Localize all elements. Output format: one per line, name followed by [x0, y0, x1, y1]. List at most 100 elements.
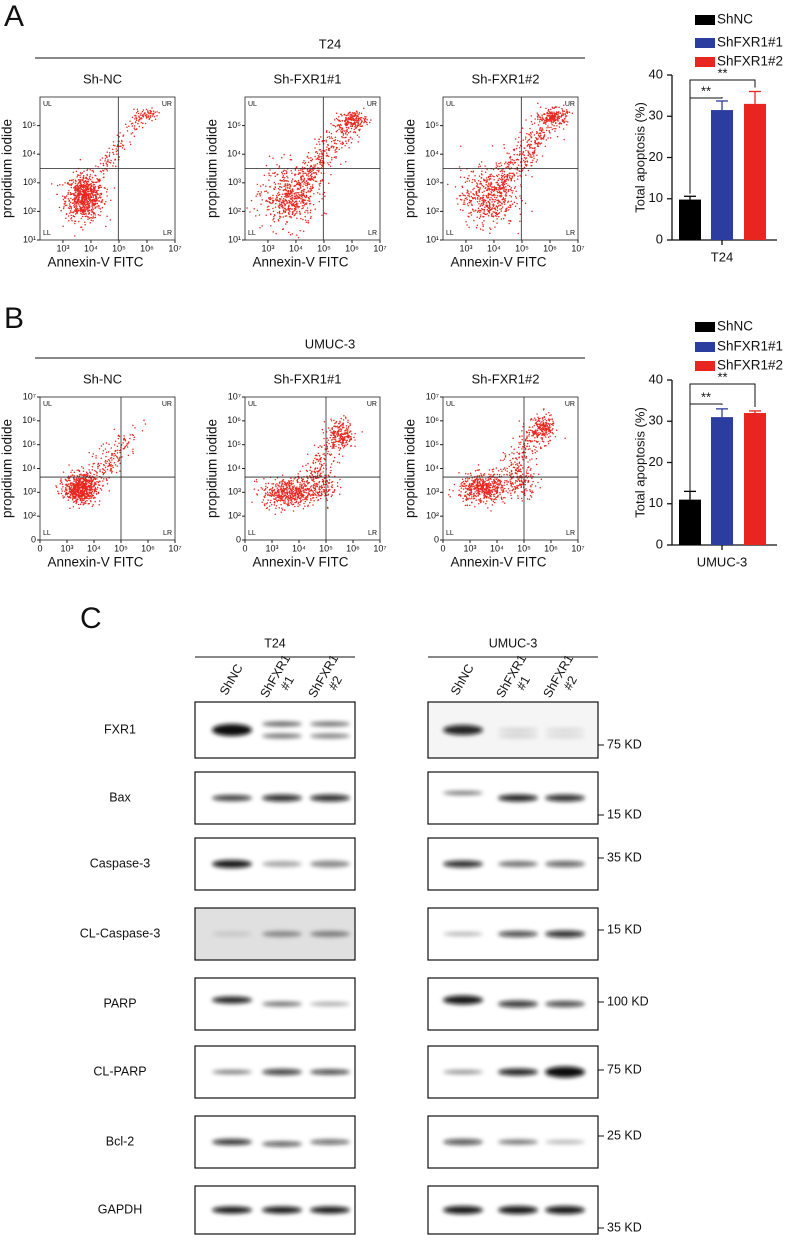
event-dot	[87, 174, 89, 176]
event-dot	[321, 446, 323, 448]
event-dot	[55, 485, 57, 487]
event-dot	[465, 198, 467, 200]
event-dot	[524, 147, 526, 149]
event-dot	[279, 212, 281, 214]
event-dot	[88, 482, 90, 484]
event-dot	[498, 163, 500, 165]
event-dot	[542, 129, 544, 131]
event-dot	[287, 187, 289, 189]
event-dot	[101, 187, 103, 189]
event-dot	[262, 184, 264, 186]
event-dot	[341, 136, 343, 138]
event-dot	[126, 445, 128, 447]
event-dot	[309, 470, 311, 472]
event-dot	[61, 482, 63, 484]
event-dot	[73, 193, 75, 195]
event-dot	[100, 196, 102, 198]
event-dot	[331, 439, 333, 441]
event-dot	[504, 184, 506, 186]
event-dot	[272, 490, 274, 492]
event-dot	[293, 478, 295, 480]
event-dot	[58, 492, 60, 494]
event-dot	[334, 457, 336, 459]
event-dot	[281, 196, 283, 198]
event-dot	[83, 499, 85, 501]
event-dot	[526, 145, 528, 147]
event-dot	[297, 482, 299, 484]
event-dot	[309, 475, 311, 477]
event-dot	[553, 121, 555, 123]
event-dot	[293, 496, 295, 498]
event-dot	[319, 149, 321, 151]
event-dot	[478, 209, 480, 211]
event-dot	[505, 183, 507, 185]
event-dot	[71, 187, 73, 189]
event-dot	[546, 118, 548, 120]
sample-title: Sh-NC	[83, 371, 122, 386]
event-dot	[92, 170, 94, 172]
event-dot	[519, 151, 521, 153]
event-dot	[93, 190, 95, 192]
event-dot	[116, 153, 118, 155]
event-dot	[95, 217, 97, 219]
event-dot	[145, 115, 147, 117]
event-dot	[300, 202, 302, 204]
event-dot	[95, 195, 97, 197]
event-dot	[102, 157, 104, 159]
event-dot	[488, 197, 490, 199]
event-dot	[300, 491, 302, 493]
event-dot	[94, 470, 96, 472]
event-dot	[77, 498, 79, 500]
event-dot	[327, 162, 329, 164]
event-dot	[354, 129, 356, 131]
event-dot	[506, 208, 508, 210]
event-dot	[302, 207, 304, 209]
event-dot	[60, 480, 62, 482]
event-dot	[78, 486, 80, 488]
event-dot	[310, 174, 312, 176]
event-dot	[269, 199, 271, 201]
event-dot	[92, 194, 94, 196]
event-dot	[301, 199, 303, 201]
event-dot	[255, 215, 256, 217]
event-dot	[288, 204, 290, 206]
event-dot	[307, 187, 309, 189]
event-dot	[333, 460, 335, 462]
event-dot	[479, 187, 481, 189]
event-dot	[359, 126, 361, 128]
event-dot	[285, 497, 287, 499]
event-dot	[91, 205, 93, 207]
event-dot	[486, 202, 488, 204]
event-dot	[315, 462, 317, 464]
event-dot	[123, 134, 125, 136]
event-dot	[564, 118, 566, 120]
event-dot	[506, 152, 508, 154]
event-dot	[305, 199, 307, 201]
event-dot	[92, 215, 94, 217]
event-dot	[529, 146, 531, 148]
event-dot	[88, 179, 90, 181]
event-dot	[87, 209, 89, 211]
event-dot	[331, 496, 333, 498]
event-dot	[71, 180, 73, 182]
event-dot	[265, 503, 267, 505]
event-dot	[89, 497, 91, 499]
event-dot	[306, 496, 308, 498]
event-dot	[72, 179, 74, 181]
event-dot	[268, 483, 270, 485]
event-dot	[80, 490, 82, 492]
event-dot	[307, 480, 309, 482]
event-dot	[260, 193, 262, 195]
event-dot	[550, 127, 552, 128]
event-dot	[261, 191, 263, 193]
event-dot	[301, 196, 303, 198]
event-dot	[504, 177, 506, 179]
event-dot	[284, 177, 286, 179]
y-tick-label: 10⁵	[22, 439, 36, 449]
event-dot	[333, 445, 335, 447]
event-dot	[80, 213, 82, 215]
event-dot	[508, 190, 510, 192]
event-dot	[514, 187, 516, 189]
event-dot	[92, 207, 94, 209]
event-dot	[303, 503, 305, 505]
